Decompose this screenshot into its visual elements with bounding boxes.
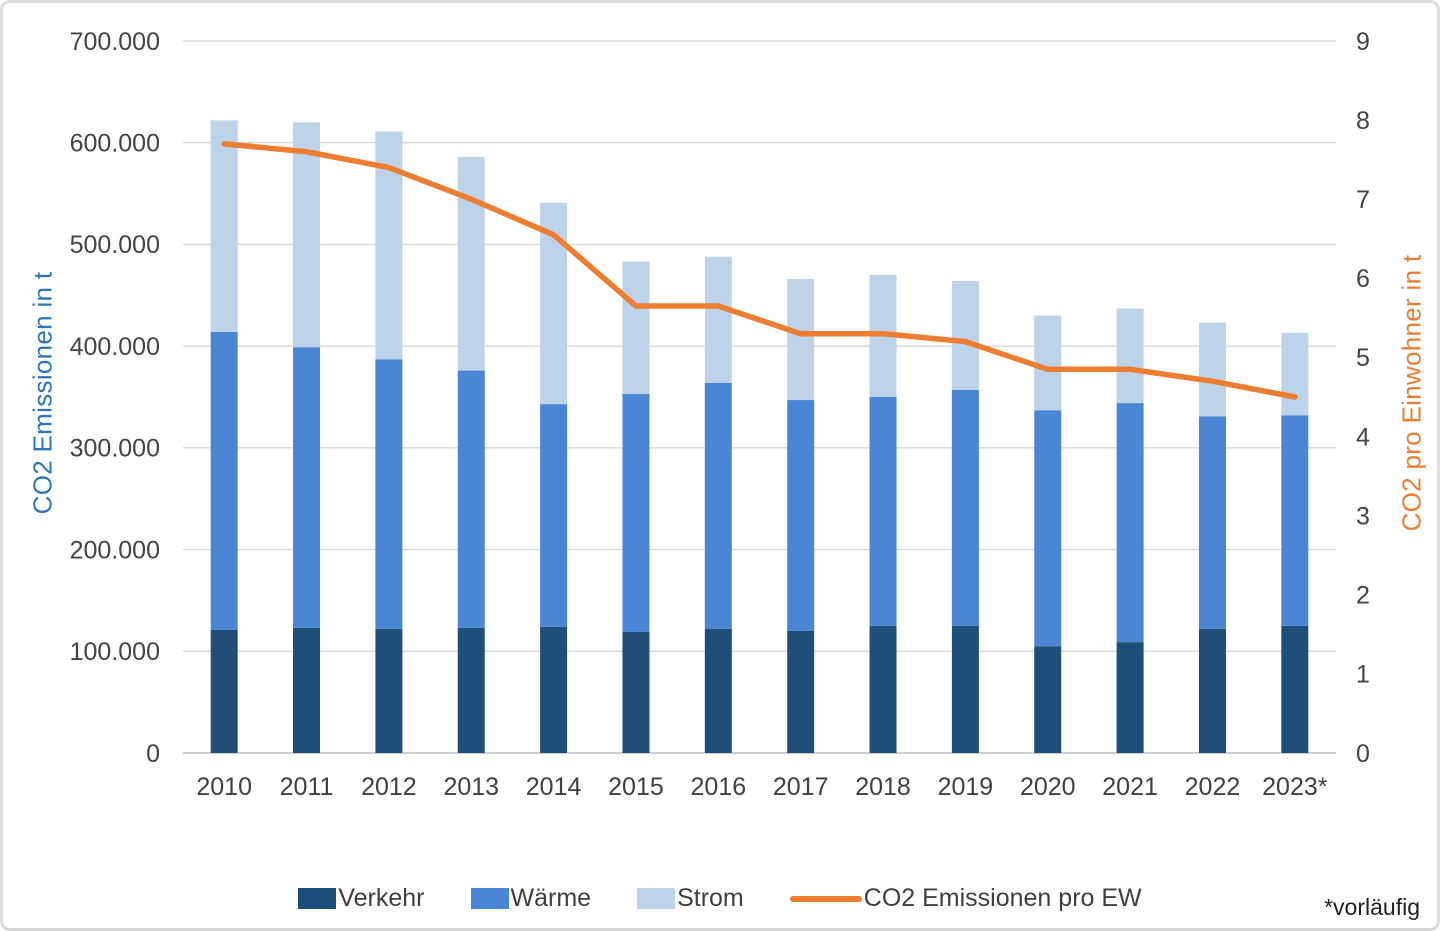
bar-2022 xyxy=(1198,416,1226,629)
bar-2011 xyxy=(293,122,321,348)
x-tick: 2023* xyxy=(1262,773,1328,801)
bar-2023* xyxy=(1281,625,1309,753)
y-tick-right: 4 xyxy=(1356,423,1370,451)
bar-2021 xyxy=(1116,403,1144,643)
bar-2022 xyxy=(1198,322,1226,417)
bar-2021 xyxy=(1116,642,1144,753)
bar-2017 xyxy=(787,400,815,631)
bar-2010 xyxy=(210,120,238,332)
y-tick-right: 5 xyxy=(1356,344,1370,372)
legend-label-strom: Strom xyxy=(677,884,744,912)
legend-item-waerme: Wärme xyxy=(470,884,592,913)
y-tick-left: 500.000 xyxy=(70,231,160,259)
legend-label-verkehr: Verkehr xyxy=(338,884,425,912)
bar-2010 xyxy=(210,629,238,753)
legend-item-verkehr: Verkehr xyxy=(298,884,425,913)
y-axis-right-title: CO2 pro Einwohner in t xyxy=(1396,254,1427,532)
y-axis-right-ticks: 0 1 2 3 4 5 6 7 8 9 xyxy=(1356,28,1370,768)
legend-swatch-waerme xyxy=(470,888,509,909)
bar-2020 xyxy=(1034,646,1062,753)
bars-strom xyxy=(210,120,1309,417)
bar-2018 xyxy=(869,397,897,626)
bar-2016 xyxy=(704,628,732,753)
y-tick-left: 0 xyxy=(146,740,160,768)
y-tick-right: 0 xyxy=(1356,740,1370,768)
legend: Verkehr Wärme Strom CO2 Emissionen pro E… xyxy=(3,884,1437,913)
y-tick-right: 6 xyxy=(1356,265,1370,293)
x-tick: 2018 xyxy=(855,773,911,801)
bar-2012 xyxy=(375,359,403,629)
y-tick-left: 600.000 xyxy=(70,129,160,157)
bar-2016 xyxy=(704,256,732,383)
co2-per-ew-line xyxy=(221,141,1298,400)
bar-2020 xyxy=(1034,315,1062,411)
bars-wärme xyxy=(210,331,1309,647)
bar-2020 xyxy=(1034,410,1062,647)
bar-2014 xyxy=(540,404,568,627)
y-axis-left-ticks: 0 100.000 200.000 300.000 400.000 500.000 600.… xyxy=(70,28,160,768)
bar-2017 xyxy=(787,630,815,753)
bar-2013 xyxy=(457,627,485,753)
bar-2019 xyxy=(951,625,979,753)
x-axis-ticks: 2010 2011 2012 2013 2014 2015 2016 2017 2018 2019… xyxy=(196,773,1327,801)
gridlines xyxy=(183,40,1336,754)
y-tick-right: 2 xyxy=(1356,582,1370,610)
y-axis-left-title: CO2 Emissionen in t xyxy=(27,271,58,515)
bar-2019 xyxy=(951,389,979,626)
x-tick: 2013 xyxy=(443,773,499,801)
bar-2014 xyxy=(540,626,568,753)
legend-label-waerme: Wärme xyxy=(510,884,592,912)
legend-item-strom: Strom xyxy=(637,884,744,913)
x-tick: 2012 xyxy=(361,773,417,801)
x-tick: 2016 xyxy=(691,773,747,801)
x-tick: 2022 xyxy=(1185,773,1241,801)
y-tick-right: 7 xyxy=(1356,186,1370,214)
bar-2016 xyxy=(704,382,732,629)
bar-2023* xyxy=(1281,332,1309,416)
bar-2011 xyxy=(293,347,321,628)
bar-2010 xyxy=(210,331,238,630)
x-tick: 2017 xyxy=(773,773,829,801)
bar-2012 xyxy=(375,628,403,753)
x-tick: 2011 xyxy=(280,773,334,801)
legend-item-co2-pro-ew: CO2 Emissionen pro EW xyxy=(789,884,1142,913)
x-tick: 2020 xyxy=(1020,773,1076,801)
bar-2015 xyxy=(622,261,650,394)
footnote: *vorläufig xyxy=(1324,894,1420,920)
bar-2022 xyxy=(1198,628,1226,753)
bar-2018 xyxy=(869,625,897,753)
y-tick-right: 1 xyxy=(1356,661,1370,689)
bar-2017 xyxy=(787,279,815,401)
y-tick-left: 200.000 xyxy=(70,536,160,564)
bar-2013 xyxy=(457,156,485,371)
x-tick: 2015 xyxy=(608,773,664,801)
x-tick: 2019 xyxy=(938,773,994,801)
y-tick-left: 300.000 xyxy=(70,435,160,463)
bar-2015 xyxy=(622,393,650,632)
y-tick-left: 700.000 xyxy=(70,28,160,56)
y-tick-right: 3 xyxy=(1356,502,1370,530)
x-tick: 2021 xyxy=(1102,773,1158,801)
y-tick-left: 400.000 xyxy=(70,333,160,361)
x-tick: 2014 xyxy=(526,773,582,801)
y-tick-right: 8 xyxy=(1356,107,1370,135)
bar-2011 xyxy=(293,627,321,753)
legend-label-co2-pro-ew: CO2 Emissionen pro EW xyxy=(863,884,1142,912)
bar-2021 xyxy=(1116,308,1144,404)
chart-canvas: 0 100.000 200.000 300.000 400.000 500.000 600.… xyxy=(70,28,1370,801)
bars-verkehr xyxy=(210,625,1309,753)
y-tick-right: 9 xyxy=(1356,28,1370,56)
legend-swatch-verkehr xyxy=(298,888,337,909)
bar-2015 xyxy=(622,631,650,753)
legend-swatch-co2-line xyxy=(789,895,862,902)
y-tick-left: 100.000 xyxy=(70,638,160,666)
bar-2013 xyxy=(457,370,485,628)
bar-2019 xyxy=(951,281,979,390)
legend-swatch-strom xyxy=(637,888,676,909)
x-tick: 2010 xyxy=(196,773,252,801)
bar-2023* xyxy=(1281,415,1309,626)
